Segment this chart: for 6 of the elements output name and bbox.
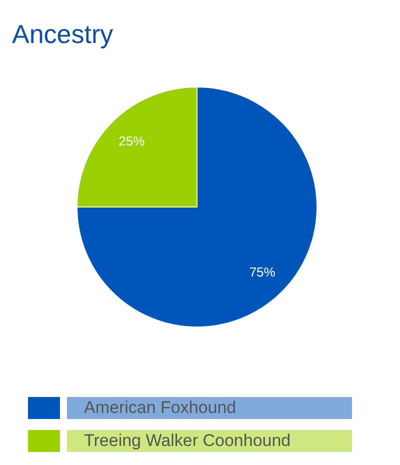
data-label: 75%	[249, 264, 276, 280]
pie-slice	[76, 86, 318, 328]
legend-label: Treeing Walker Coonhound	[84, 431, 291, 450]
legend-label: American Foxhound	[84, 398, 236, 417]
chart-title: Ancestry	[12, 19, 114, 49]
data-label: 25%	[118, 134, 146, 149]
